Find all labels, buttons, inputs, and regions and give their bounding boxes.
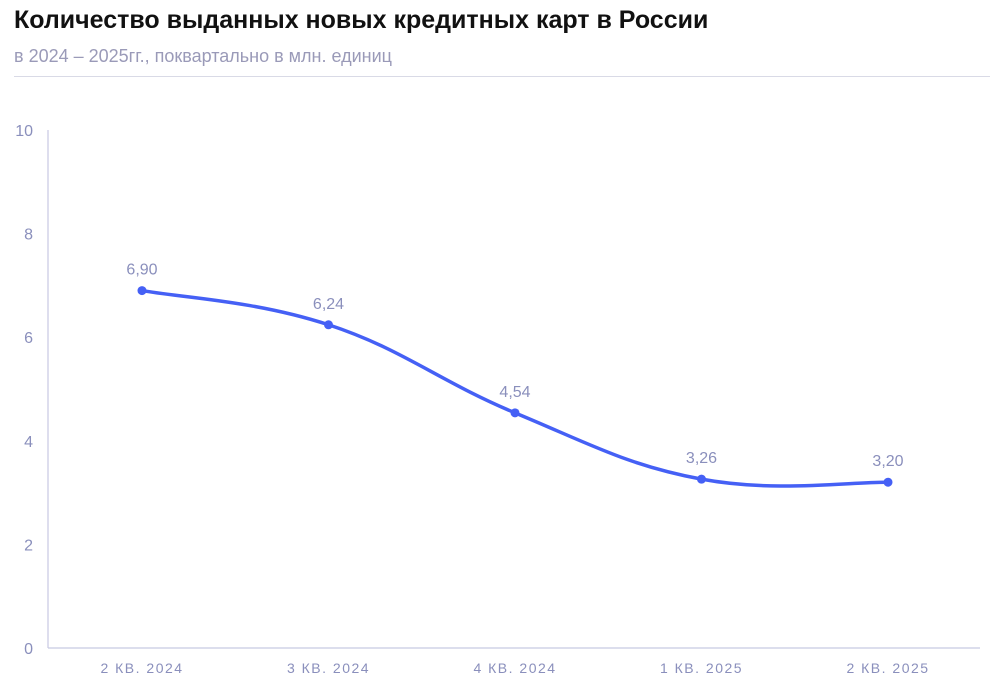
data-point: [883, 477, 893, 487]
chart-title: Количество выданных новых кредитных карт…: [14, 6, 709, 34]
header-divider: [14, 76, 990, 77]
y-tick-label: 4: [24, 434, 33, 451]
x-tick-label: 4 КВ. 2024: [473, 660, 556, 676]
y-tick-label: 0: [24, 641, 33, 658]
y-tick-label: 2: [24, 537, 33, 554]
data-point: [510, 408, 520, 418]
x-tick-label: 3 КВ. 2024: [287, 660, 370, 676]
y-tick-label: 6: [24, 330, 33, 347]
y-axis-ticks: 0 2 4 6 8 10: [15, 123, 33, 658]
data-point: [324, 320, 333, 330]
data-point: [137, 286, 147, 296]
y-tick-label: 10: [15, 123, 33, 140]
chart-subtitle: в 2024 – 2025гг., поквартально в млн. ед…: [14, 46, 392, 66]
chart-axes: [47, 130, 980, 649]
data-label: 3,20: [872, 453, 903, 470]
y-tick-label: 8: [24, 227, 33, 244]
x-axis-ticks: 2 КВ. 2024 3 КВ. 2024 4 КВ. 2024 1 КВ. 2025…: [100, 660, 929, 676]
x-tick-label: 2 КВ. 2024: [100, 660, 183, 676]
series-group: [137, 286, 893, 488]
data-label: 6,24: [313, 296, 344, 313]
data-label: 4,54: [499, 384, 530, 401]
data-label: 6,90: [126, 262, 157, 279]
data-label: 3,26: [686, 450, 717, 467]
x-tick-label: 1 КВ. 2025: [660, 660, 743, 676]
data-labels: 6,90 6,24 4,54 3,26 3,20: [126, 262, 903, 471]
data-point: [697, 474, 706, 484]
x-tick-label: 2 КВ. 2025: [846, 660, 929, 676]
